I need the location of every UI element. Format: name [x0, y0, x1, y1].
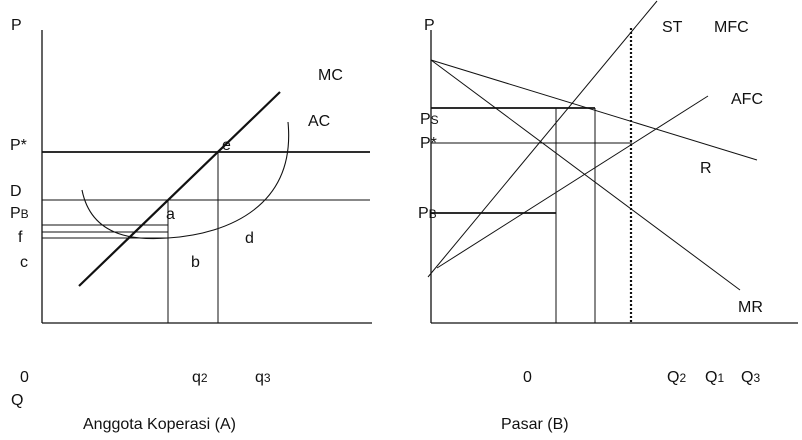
panel-b-st-curve — [427, 0, 658, 278]
panel-a-y-axis-label: P — [11, 17, 22, 34]
panel-b-r-label: R — [700, 160, 712, 177]
panel-a-f-label: f — [18, 229, 23, 246]
panel-a-origin-label: 0 — [20, 369, 29, 386]
panel-a-point-d: d — [245, 230, 254, 247]
panel-a: MC AC P P* D PB f c e a b d 0 q2 q3 Q An… — [10, 17, 372, 433]
panel-b-q3-label: Q3 — [741, 369, 760, 386]
panel-b-ps-label: PS — [420, 111, 439, 128]
panel-b-pb-label: PB — [418, 205, 437, 222]
panel-b-mr-label: MR — [738, 299, 763, 316]
panel-a-c-label: c — [20, 254, 28, 271]
panel-a-q-axis-label: Q — [11, 392, 23, 409]
panel-b-mr-curve — [430, 59, 741, 291]
panel-b: ST MFC AFC R MR P PS P* PB 0 Q2 Q1 Q3 Pa… — [418, 0, 798, 433]
panel-a-point-e: e — [222, 137, 231, 154]
panel-b-origin-label: 0 — [523, 369, 532, 386]
panel-a-point-b: b — [191, 254, 200, 271]
panel-a-d-label: D — [10, 183, 22, 200]
panel-b-st-label: ST — [662, 19, 683, 36]
panel-a-pb-label: PB — [10, 205, 29, 222]
panel-a-q3-label: q3 — [255, 369, 271, 386]
panel-b-q1-label: Q1 — [705, 369, 724, 386]
panel-b-mfc-label: MFC — [714, 19, 749, 36]
panel-b-caption: Pasar (B) — [501, 416, 569, 433]
panel-b-afc-label: AFC — [731, 91, 763, 108]
panel-a-ac-curve — [81, 121, 290, 240]
panel-a-mc-curve — [78, 91, 281, 287]
panel-a-point-a: a — [166, 206, 175, 223]
panel-a-p-star-label: P* — [10, 137, 27, 154]
panel-b-afc-curve — [436, 95, 709, 269]
panel-a-caption: Anggota Koperasi (A) — [83, 416, 236, 433]
panel-b-y-axis-label: P — [424, 17, 435, 34]
panel-b-p-star-label: P* — [420, 135, 437, 152]
panel-a-q2-label: q2 — [192, 369, 208, 386]
panel-a-ac-label: AC — [308, 113, 330, 130]
panel-b-q2-label: Q2 — [667, 369, 686, 386]
panel-b-r-curve — [430, 59, 758, 161]
panel-a-mc-label: MC — [318, 67, 343, 84]
